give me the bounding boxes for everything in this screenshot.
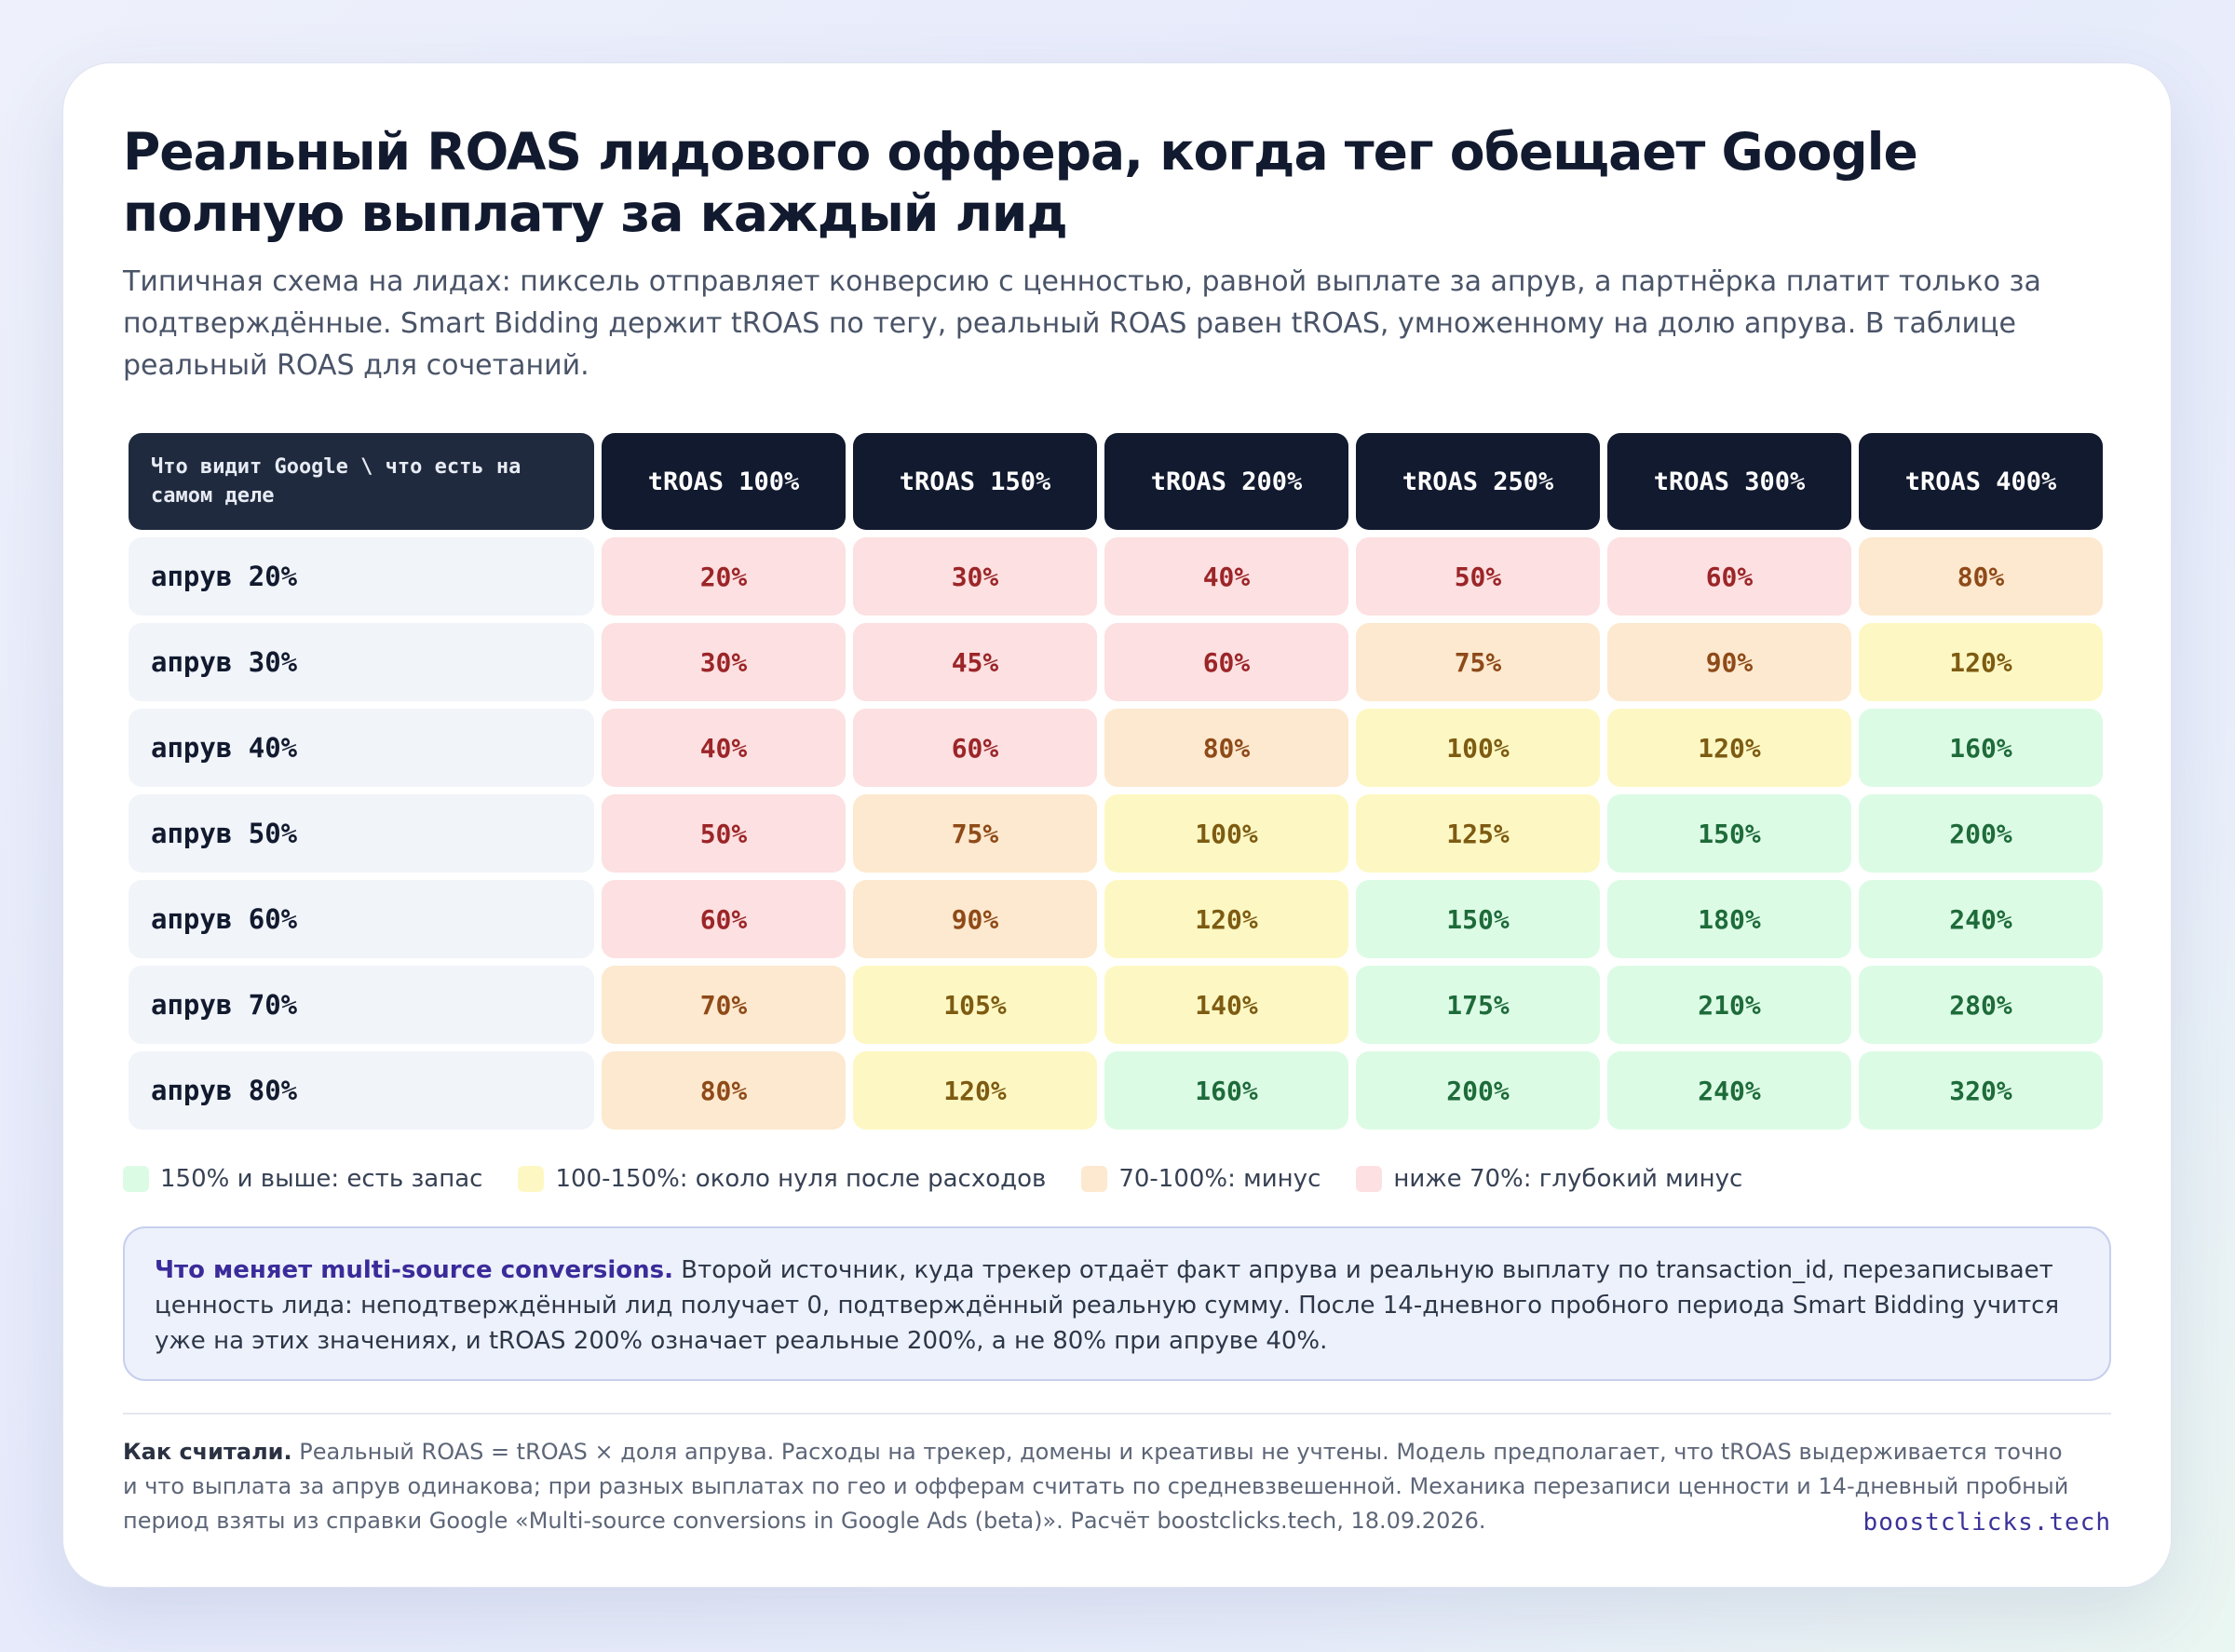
table-cell: 240% — [1607, 1051, 1851, 1130]
table-cell: 100% — [1356, 709, 1600, 787]
table-cell: 240% — [1859, 880, 2103, 958]
legend-swatch — [1081, 1166, 1108, 1192]
table-cell: 75% — [1356, 623, 1600, 701]
table-cell: 200% — [1356, 1051, 1600, 1130]
table-cell: 125% — [1356, 794, 1600, 873]
table-cell: 60% — [853, 709, 1097, 787]
row-header: апрув 20% — [129, 537, 594, 616]
legend-label: 150% и выше: есть запас — [160, 1165, 483, 1193]
legend-label: ниже 70%: глубокий минус — [1393, 1165, 1743, 1193]
legend-label: 70-100%: минус — [1118, 1165, 1321, 1193]
table-cell: 120% — [853, 1051, 1097, 1130]
table-cell: 120% — [1104, 880, 1348, 958]
table-cell: 40% — [602, 709, 846, 787]
footer: Как считали. Реальный ROAS = tROAS × дол… — [123, 1435, 2111, 1538]
table-cell: 45% — [853, 623, 1097, 701]
note-text: Второй источник, куда трекер отдаёт факт… — [155, 1256, 2060, 1355]
table-cell: 200% — [1859, 794, 2103, 873]
column-header: tROAS 100% — [602, 433, 846, 530]
column-header: tROAS 300% — [1607, 433, 1851, 530]
legend-item: 70-100%: минус — [1081, 1165, 1321, 1193]
table-cell: 20% — [602, 537, 846, 616]
table-cell: 320% — [1859, 1051, 2103, 1130]
table-cell: 100% — [1104, 794, 1348, 873]
table-cell: 60% — [602, 880, 846, 958]
legend-label: 100-150%: около нуля после расходов — [555, 1165, 1047, 1193]
note-lead: Что меняет multi-source conversions. — [155, 1256, 674, 1284]
table-cell: 90% — [1607, 623, 1851, 701]
row-header: апрув 60% — [129, 880, 594, 958]
table-cell: 70% — [602, 966, 846, 1044]
legend-swatch — [1356, 1166, 1383, 1192]
page-subtitle: Типичная схема на лидах: пиксель отправл… — [123, 265, 2041, 382]
card: Реальный ROAS лидового оффера, когда тег… — [62, 62, 2172, 1588]
brand-link[interactable]: boostclicks.tech — [1862, 1509, 2111, 1537]
table-cell: 90% — [853, 880, 1097, 958]
footer-text: Реальный ROAS = tROAS × доля апрува. Рас… — [123, 1439, 2069, 1534]
page-title: Реальный ROAS лидового оффера, когда тег… — [123, 122, 1918, 243]
row-header: апрув 70% — [129, 966, 594, 1044]
table-cell: 120% — [1607, 709, 1851, 787]
table-cell: 280% — [1859, 966, 2103, 1044]
table-cell: 160% — [1104, 1051, 1348, 1130]
table-cell: 180% — [1607, 880, 1851, 958]
column-header: tROAS 250% — [1356, 433, 1600, 530]
table-cell: 80% — [1104, 709, 1348, 787]
row-header: апрув 40% — [129, 709, 594, 787]
table-cell: 150% — [1356, 880, 1600, 958]
column-header: tROAS 200% — [1104, 433, 1348, 530]
legend-swatch — [123, 1166, 149, 1192]
legend-item: ниже 70%: глубокий минус — [1356, 1165, 1742, 1193]
table-cell: 80% — [602, 1051, 846, 1130]
footer-lead: Как считали. — [123, 1439, 292, 1465]
legend-swatch — [518, 1166, 545, 1192]
table-cell: 30% — [602, 623, 846, 701]
row-header: апрув 30% — [129, 623, 594, 701]
table-cell: 50% — [1356, 537, 1600, 616]
table-cell: 140% — [1104, 966, 1348, 1044]
table-cell: 120% — [1859, 623, 2103, 701]
column-header: tROAS 400% — [1859, 433, 2103, 530]
legend-item: 100-150%: около нуля после расходов — [518, 1165, 1046, 1193]
legend: 150% и выше: есть запас 100-150%: около н… — [123, 1165, 2111, 1193]
table-cell: 30% — [853, 537, 1097, 616]
table-cell: 160% — [1859, 709, 2103, 787]
table-cell: 50% — [602, 794, 846, 873]
table-corner-header: Что видит Google \ что есть на самом дел… — [129, 433, 594, 530]
row-header: апрув 50% — [129, 794, 594, 873]
legend-item: 150% и выше: есть запас — [123, 1165, 482, 1193]
roas-table: Что видит Google \ что есть на самом дел… — [129, 433, 2111, 1130]
table-cell: 80% — [1859, 537, 2103, 616]
info-note: Что меняет multi-source conversions. Вто… — [123, 1226, 2111, 1381]
divider — [123, 1413, 2111, 1415]
table-cell: 60% — [1607, 537, 1851, 616]
table-cell: 150% — [1607, 794, 1851, 873]
table-cell: 75% — [853, 794, 1097, 873]
footer-text-block: Как считали. Реальный ROAS = tROAS × дол… — [123, 1435, 2069, 1538]
table-cell: 40% — [1104, 537, 1348, 616]
table-cell: 210% — [1607, 966, 1851, 1044]
row-header: апрув 80% — [129, 1051, 594, 1130]
table-cell: 175% — [1356, 966, 1600, 1044]
table-cell: 60% — [1104, 623, 1348, 701]
column-header: tROAS 150% — [853, 433, 1097, 530]
table-cell: 105% — [853, 966, 1097, 1044]
